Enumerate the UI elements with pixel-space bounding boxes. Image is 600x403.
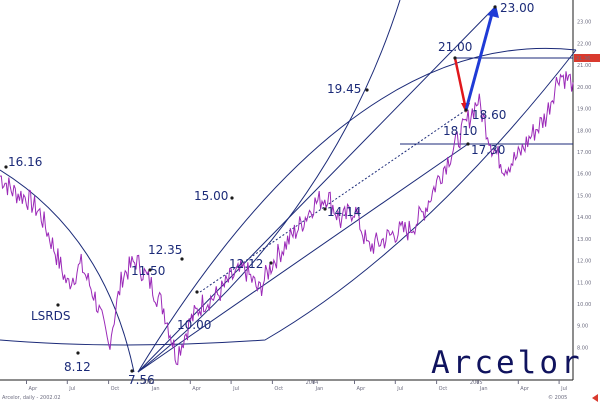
label-15-00: 15.00 xyxy=(194,189,228,203)
label-7-56: 7.56 xyxy=(128,373,155,387)
point-23-00 xyxy=(493,5,497,9)
current-price-badge xyxy=(574,54,600,62)
point-8-12 xyxy=(76,351,80,355)
label-18-60: 18.60 xyxy=(472,108,506,122)
x-tick-label: Oct xyxy=(274,386,283,392)
y-tick-label: 8.00 xyxy=(577,345,588,351)
label-8-12: 8.12 xyxy=(64,360,91,374)
forecast-arrows xyxy=(453,5,499,113)
y-tick-label: 23.00 xyxy=(577,20,591,26)
y-tick-label: 11.00 xyxy=(577,280,591,286)
top-arc xyxy=(137,47,577,373)
point-17-30 xyxy=(466,142,470,146)
y-axis-ticks: 23.00 22.00 21.00 20.00 19.00 18.00 17.00 16.00… xyxy=(577,20,591,352)
label-lsrds: LSRDS xyxy=(31,309,71,323)
y-tick-label: 10.00 xyxy=(577,302,591,308)
point-12-12 xyxy=(269,261,273,265)
x-tick-label: Jan xyxy=(315,386,324,392)
y-tick-label: 22.00 xyxy=(577,41,591,47)
point-7-56 xyxy=(130,369,134,373)
annotation-points xyxy=(4,5,497,373)
point-18-60 xyxy=(464,108,468,112)
label-18-10: 18.10 xyxy=(443,124,477,138)
red-down-arrow xyxy=(453,57,468,111)
x-tick-label: Oct xyxy=(439,386,448,392)
y-tick-label: 13.00 xyxy=(577,237,591,243)
point-10-00 xyxy=(195,290,199,294)
arrow-left-icon[interactable] xyxy=(592,394,598,402)
x-tick-label: Jul xyxy=(560,386,567,392)
label-17-30: 17.30 xyxy=(471,143,505,157)
y-tick-label: 18.00 xyxy=(577,128,591,134)
x-tick-label: Jul xyxy=(232,386,239,392)
point-14-14 xyxy=(323,207,327,211)
rising-arc xyxy=(137,0,401,373)
label-21-00: 21.00 xyxy=(438,40,472,54)
label-23-00: 23.00 xyxy=(500,1,534,15)
point-12-35 xyxy=(180,257,184,261)
label-16-16: 16.16 xyxy=(8,155,42,169)
x-tick-label: Apr xyxy=(520,386,530,392)
x-year-label: 2004 xyxy=(306,380,319,386)
x-tick-label: Apr xyxy=(357,386,367,392)
x-tick-label: Jul xyxy=(396,386,403,392)
point-19-45 xyxy=(365,88,369,92)
point-16-16 xyxy=(4,165,8,169)
x-year-label: 2003 xyxy=(142,380,155,386)
price-line-series-0 xyxy=(0,71,574,366)
large-arc-left xyxy=(0,169,135,373)
x-tick-label: Apr xyxy=(29,386,39,392)
analysis-overlays xyxy=(0,0,577,373)
price-series-layer xyxy=(0,71,574,366)
y-tick-label: 17.00 xyxy=(577,150,591,156)
point-15-00 xyxy=(230,196,234,200)
label-19-45: 19.45 xyxy=(327,82,361,96)
y-tick-label: 20.00 xyxy=(577,85,591,91)
y-tick-label: 12.00 xyxy=(577,259,591,265)
label-10-00: 10.00 xyxy=(177,318,211,332)
y-tick-label: 16.00 xyxy=(577,172,591,178)
x-tick-label: Jan xyxy=(479,386,488,392)
y-tick-label: 15.00 xyxy=(577,193,591,199)
blue-arrowhead xyxy=(487,5,499,18)
large-arc-bottom xyxy=(0,49,577,346)
x-tick-label: Jul xyxy=(68,386,75,392)
y-tick-label: 19.00 xyxy=(577,107,591,113)
label-12-35: 12.35 xyxy=(148,243,182,257)
footer-right: © 2005 xyxy=(548,394,567,401)
blue-up-arrow xyxy=(464,9,495,111)
y-tick-label: 9.00 xyxy=(577,324,588,330)
current-price-text: 21.36 xyxy=(576,56,590,62)
label-11-50: 11.50 xyxy=(131,264,165,278)
x-axis-ticks: Apr Jul Oct Jan Apr Jul Oct Jan Apr Jul Oct Jan Apr J… xyxy=(26,380,567,392)
mid-channel-line xyxy=(199,109,467,293)
annotation-labels: 16.16 LSRDS 8.12 7.56 11.50 12.35 10.00 … xyxy=(8,1,534,387)
y-tick-label: 21.00 xyxy=(577,63,591,69)
footer-left: Arcelor, daily - 2002.02 xyxy=(2,395,61,401)
label-14-14: 14.14 xyxy=(327,205,361,219)
x-tick-label: Apr xyxy=(192,386,202,392)
lower-channel-line xyxy=(137,143,469,373)
y-tick-label: 14.00 xyxy=(577,215,591,221)
point-21-00 xyxy=(453,56,457,60)
point-11-50 xyxy=(148,268,152,272)
x-year-label: 2005 xyxy=(470,380,483,386)
label-12-12: 12.12 xyxy=(229,257,263,271)
point-lsrds xyxy=(56,303,60,307)
x-tick-label: Jan xyxy=(151,386,160,392)
x-tick-label: Oct xyxy=(111,386,120,392)
chart-title: Arcelor xyxy=(431,345,583,381)
